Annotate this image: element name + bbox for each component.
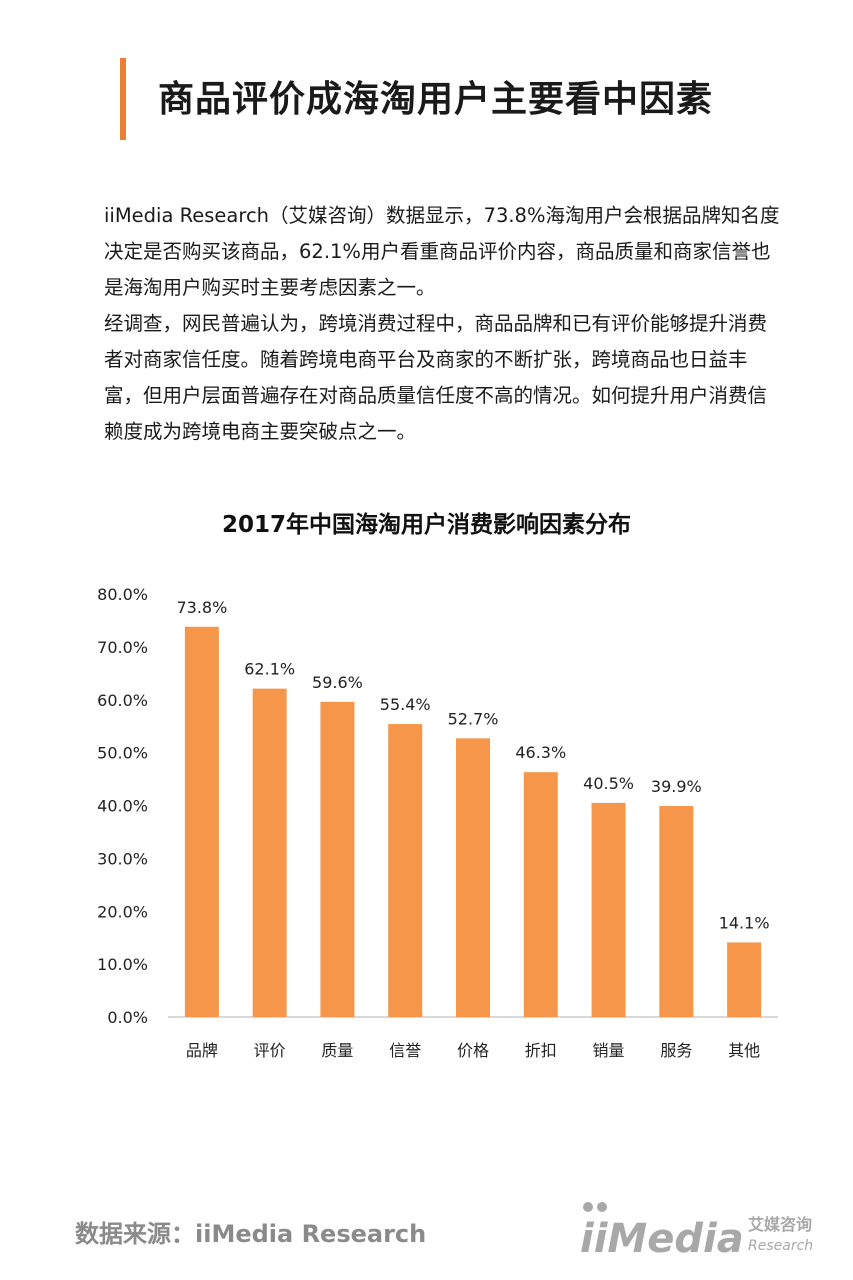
x-category-label: 质量 [321,1041,353,1060]
bar-价格 [456,738,490,1017]
y-tick-label: 0.0% [107,1008,148,1027]
data-label: 14.1% [719,913,770,932]
data-label: 55.4% [380,695,431,714]
chart-title: 2017年中国海淘用户消费影响因素分布 [221,512,631,538]
y-tick-label: 30.0% [97,849,148,868]
data-label: 59.6% [312,673,363,692]
x-category-label: 评价 [254,1041,286,1060]
body-text: iiMedia Research（艾媒咨询）数据显示，73.8%海淘用户会根据品… [104,198,780,450]
logo-cn: 艾媒咨询 [748,1215,812,1234]
y-tick-label: 50.0% [97,744,148,763]
logo-brand: iiMedia [580,1216,744,1260]
paragraph-2: 经调查，网民普遍认为，跨境消费过程中，商品品牌和已有评价能够提升消费者对商家信任… [104,312,768,443]
y-tick-label: 10.0% [97,955,148,974]
paragraph-1: iiMedia Research（艾媒咨询）数据显示，73.8%海淘用户会根据品… [104,204,780,299]
title-accent-bar [120,58,126,140]
y-tick-label: 70.0% [97,638,148,657]
bar-其他 [727,942,762,1017]
bar-质量 [320,701,355,1017]
bar-信誉 [388,724,423,1017]
data-label: 40.5% [583,774,634,793]
y-tick-label: 80.0% [97,585,148,604]
y-tick-label: 60.0% [97,691,148,710]
iimedia-logo: iiMedia 艾媒咨询 Research [580,1202,813,1260]
x-category-label: 折扣 [525,1041,557,1060]
data-label: 62.1% [244,660,295,679]
y-tick-label: 20.0% [97,902,148,921]
bar-品牌 [184,626,219,1017]
x-category-label: 品牌 [186,1041,218,1060]
bar-折扣 [523,772,558,1017]
data-label: 73.8% [176,598,227,617]
bar-服务 [659,806,694,1017]
data-label: 39.9% [651,777,702,796]
data-label: 52.7% [448,709,499,728]
logo-en: Research [748,1238,813,1254]
page-title: 商品评价成海淘用户主要看中因素 [158,79,714,120]
bar-评价 [252,688,287,1017]
data-label: 46.3% [515,743,566,762]
source-note: 数据来源：iiMedia Research [75,1220,427,1248]
x-category-label: 信誉 [389,1041,421,1060]
x-category-label: 价格 [457,1041,489,1060]
x-category-label: 其他 [728,1041,760,1060]
y-tick-label: 40.0% [97,797,148,816]
bar-销量 [591,802,626,1017]
x-category-label: 服务 [660,1041,692,1060]
bar-chart: 0.0% 10.0% 20.0% 30.0% 40.0% 50.0% 60.0% 70.0% 8… [97,585,778,1060]
x-category-label: 销量 [593,1041,625,1060]
